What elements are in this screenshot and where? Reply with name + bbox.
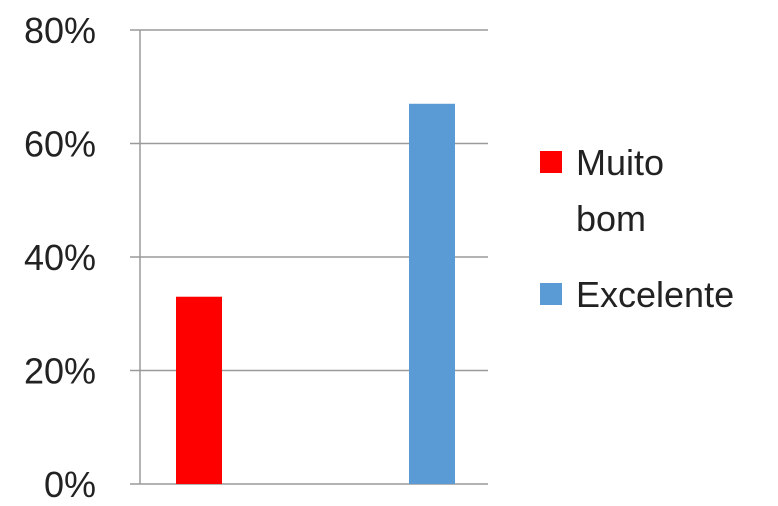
y-tick-label: 0% xyxy=(44,464,96,505)
legend-label: bom xyxy=(576,198,646,239)
legend-swatch xyxy=(540,283,562,305)
y-tick-label: 80% xyxy=(24,10,96,51)
y-tick-label: 60% xyxy=(24,124,96,165)
y-tick-label: 40% xyxy=(24,237,96,278)
bar-muito-bom xyxy=(176,296,222,484)
legend: Muito bom Excelente xyxy=(540,142,734,315)
legend-swatch xyxy=(540,151,562,173)
legend-label: Excelente xyxy=(576,274,734,315)
legend-label: Muito xyxy=(576,142,664,183)
y-tick-label: 20% xyxy=(24,351,96,392)
legend-item-muito-bom: Muito bom xyxy=(540,142,664,239)
y-tick-labels: 0% 20% 40% 60% 80% xyxy=(24,10,96,505)
bars xyxy=(176,103,455,485)
bar-excelente xyxy=(409,103,455,485)
legend-item-excelente: Excelente xyxy=(540,274,734,315)
